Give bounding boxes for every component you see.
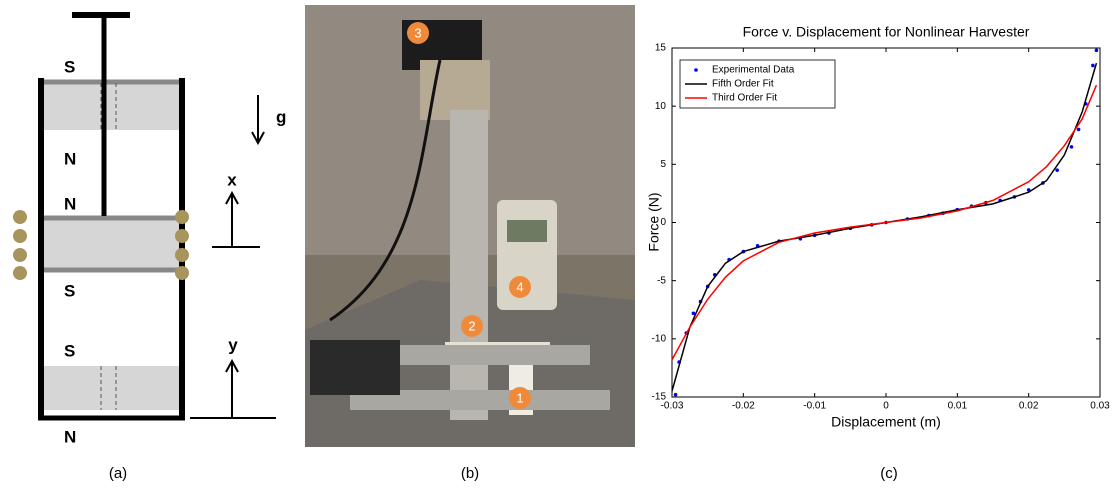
x-tick-label: -0.03 [661, 401, 684, 412]
legend-label: Fifth Order Fit [712, 79, 774, 90]
y-tick-label: 10 [655, 101, 667, 112]
caption: (c) [880, 465, 898, 482]
caption: (a) [109, 465, 127, 482]
x-axis-label: Displacement (m) [831, 414, 941, 430]
x-tick-label: -0.01 [803, 401, 826, 412]
dashes [100, 83, 117, 410]
pole-label: N [64, 149, 76, 168]
electronics [310, 340, 400, 395]
photo: 1 2 3 4 (b) [305, 5, 635, 482]
y-tick-label: 5 [660, 159, 666, 170]
magnet-bottom [44, 366, 180, 410]
y-label: y [228, 335, 238, 354]
y-axis-label: Force (N) [646, 192, 662, 251]
x-tick-label: -0.02 [732, 401, 755, 412]
gauge-screen [507, 220, 547, 242]
y-tick-label: -10 [652, 333, 667, 344]
y-tick-label: 15 [655, 43, 667, 54]
legend-label: Experimental Data [712, 65, 795, 76]
magnet-top [44, 83, 180, 130]
data-point [1091, 63, 1095, 68]
data-point [1055, 168, 1059, 172]
diagram: S N N S S N g x y (a) [13, 12, 286, 482]
chart: Force v. Displacement for Nonlinear Harv… [646, 24, 1110, 482]
legend-label: Third Order Fit [712, 93, 777, 104]
x-tick-label: 0.02 [1019, 401, 1039, 412]
magnet-middle [44, 218, 180, 270]
data-point [673, 392, 678, 397]
marker-label: 2 [468, 318, 475, 333]
rail [350, 390, 610, 410]
marker-label: 4 [516, 279, 523, 294]
data-point [691, 311, 696, 316]
marker: 1 2 3 4 [407, 22, 531, 409]
pole-label: S [64, 57, 75, 76]
y-tick-label: -15 [652, 392, 667, 403]
coils [13, 210, 189, 280]
gravity-label: g [276, 107, 286, 126]
x-tick-label: 0.03 [1090, 401, 1110, 412]
data-point [1094, 48, 1099, 53]
legend-swatch [694, 68, 698, 72]
marker-label: 1 [516, 390, 523, 405]
y-tick-label: 0 [660, 217, 666, 228]
marker-label: 3 [414, 25, 421, 40]
data-point [1076, 127, 1081, 132]
column [450, 110, 488, 420]
rail [400, 345, 590, 365]
x-tick-label: 0 [883, 401, 889, 412]
caption: (b) [461, 465, 479, 482]
pole-label: N [64, 427, 76, 446]
pole-label: S [64, 341, 75, 360]
chart-title: Force v. Displacement for Nonlinear Harv… [743, 24, 1030, 40]
pole-label: N [64, 194, 76, 213]
x-label: x [227, 170, 237, 189]
pole-label: S [64, 281, 75, 300]
fit-line [671, 84, 1098, 361]
data-point [1069, 145, 1074, 149]
x-tick-label: 0.01 [948, 401, 968, 412]
y-tick-label: -5 [657, 275, 666, 286]
arrows [190, 95, 276, 419]
cable [329, 59, 442, 322]
